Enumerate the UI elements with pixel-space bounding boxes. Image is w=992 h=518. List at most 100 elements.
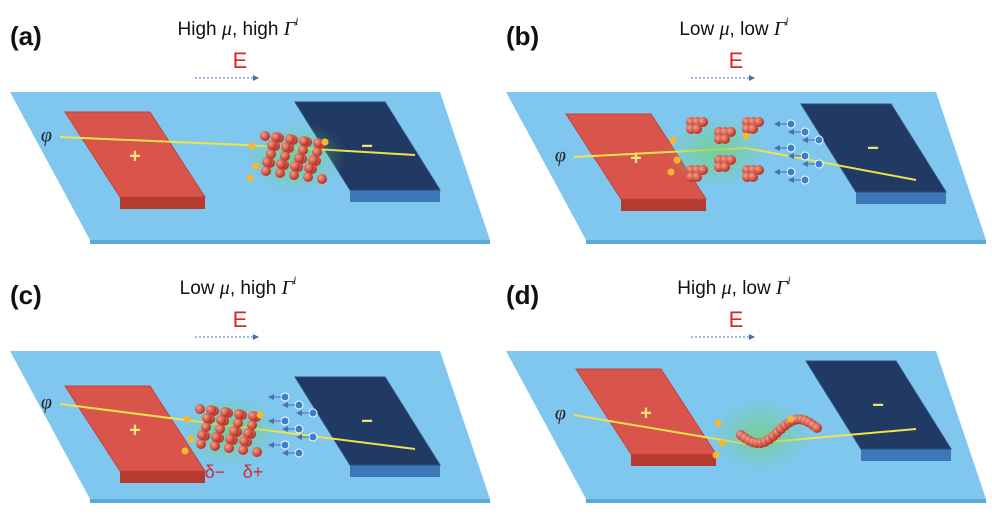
counter-ion	[743, 133, 750, 140]
anion	[295, 425, 303, 433]
particle	[281, 142, 291, 152]
cathode-side	[861, 449, 951, 461]
particle	[225, 434, 235, 444]
cathode-sign: −	[872, 394, 884, 416]
anode-sign: +	[129, 419, 141, 441]
counter-ion	[184, 416, 191, 423]
particle	[692, 124, 702, 134]
anion	[787, 144, 795, 152]
panel: (a) High μ, high Γi Eφ + −	[10, 14, 490, 244]
cathode-side	[856, 192, 946, 204]
counter-ion	[674, 157, 681, 164]
particle	[211, 432, 221, 442]
panel-title: Low μ, low Γi	[679, 14, 788, 40]
title-part: Low	[679, 19, 719, 40]
title-part: i	[785, 14, 788, 28]
panel-label: (b)	[506, 21, 539, 51]
field-label: E	[233, 48, 248, 73]
anion	[815, 136, 823, 144]
particle	[202, 413, 212, 423]
title-part: μ	[719, 18, 730, 40]
counter-ion	[247, 175, 254, 182]
cathode-side	[350, 465, 440, 477]
particle	[239, 436, 249, 446]
anion	[309, 433, 317, 441]
counter-ion	[719, 440, 726, 447]
particle	[248, 411, 258, 421]
title-part: μ	[219, 277, 230, 299]
particle	[224, 443, 234, 453]
anode-sign: +	[129, 145, 141, 167]
counter-ion	[253, 163, 260, 170]
field-label: E	[729, 48, 744, 73]
title-part: High	[178, 19, 222, 40]
particle	[748, 172, 758, 182]
cathode-side	[350, 190, 440, 202]
particle	[290, 161, 300, 171]
title-part: , high	[230, 278, 282, 299]
particle	[692, 172, 702, 182]
potential-label: φ	[41, 125, 52, 147]
particle	[197, 430, 207, 440]
cathode-sign: −	[867, 137, 879, 159]
title-part: , low	[732, 278, 776, 299]
counter-ion	[322, 139, 329, 146]
counter-ion	[249, 143, 256, 150]
anion	[281, 441, 289, 449]
particle	[304, 163, 314, 173]
particle	[720, 134, 730, 144]
particle	[275, 168, 285, 178]
particle	[303, 172, 313, 182]
anion	[801, 176, 809, 184]
title-part: i	[787, 273, 790, 287]
counter-ion	[670, 137, 677, 144]
dipole-label: δ−	[205, 462, 226, 482]
cathode-sign: −	[361, 410, 373, 432]
anode-side	[621, 199, 706, 211]
anion	[309, 409, 317, 417]
anion	[295, 449, 303, 457]
glow	[711, 399, 811, 471]
title-part: High	[677, 278, 721, 299]
panel: (b) Low μ, low Γi Eφ + −	[506, 14, 986, 244]
panel-title: High μ, high Γi	[178, 14, 299, 40]
anion	[815, 160, 823, 168]
field-label: E	[729, 307, 744, 332]
counter-ion	[668, 169, 675, 176]
anode-side	[631, 454, 716, 466]
anode-side	[120, 197, 205, 209]
particle	[317, 174, 327, 184]
particle	[262, 157, 272, 167]
anode-sign: +	[630, 147, 642, 169]
particle	[748, 124, 758, 134]
title-part: Low	[180, 278, 220, 299]
title-part: i	[293, 273, 296, 287]
particle	[720, 162, 730, 172]
counter-ion	[713, 452, 720, 459]
substrate-edge	[586, 499, 986, 503]
potential-label: φ	[555, 403, 566, 425]
substrate-edge	[90, 240, 490, 244]
potential-label: φ	[555, 145, 566, 167]
figure: (a) High μ, high Γi Eφ + − (b) Low μ, low Γi Eφ…	[0, 0, 992, 518]
counter-ion	[715, 420, 722, 427]
anion	[281, 417, 289, 425]
anode-sign: +	[640, 402, 652, 424]
counter-ion	[788, 416, 795, 423]
particle	[234, 409, 244, 419]
particle	[812, 423, 822, 433]
particle	[289, 170, 299, 180]
particle	[261, 166, 271, 176]
title-part: μ	[721, 277, 732, 299]
panel-label: (c)	[10, 280, 42, 310]
title-part: , low	[730, 19, 774, 40]
panel-label: (a)	[10, 21, 42, 51]
particle	[276, 159, 286, 169]
field-label: E	[233, 307, 248, 332]
cathode-sign: −	[361, 135, 373, 157]
particle	[260, 131, 270, 141]
particle	[195, 404, 205, 414]
particle	[252, 447, 262, 457]
